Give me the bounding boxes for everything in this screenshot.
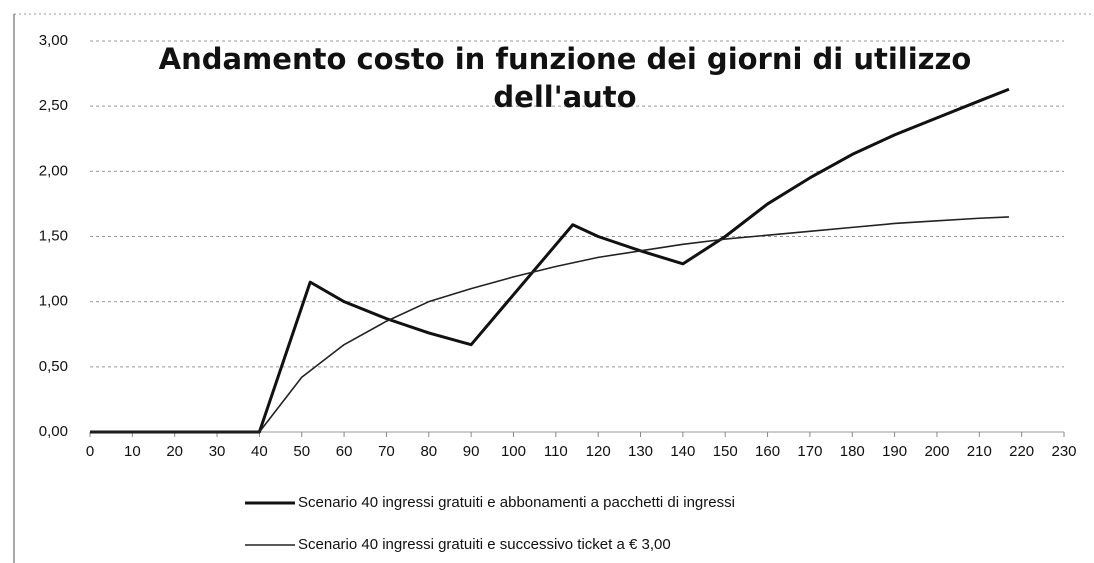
y-tick-label: 0,50 [39, 358, 68, 375]
y-tick-label: 1,00 [39, 293, 68, 310]
x-tick-label: 230 [1051, 443, 1076, 460]
legend-label: Scenario 40 ingressi gratuiti e successi… [298, 536, 671, 553]
chart-title: Andamento costo in funzione dei giorni d… [158, 42, 972, 114]
x-tick-label: 10 [124, 443, 141, 460]
x-tick-label: 200 [924, 443, 949, 460]
x-tick-label: 220 [1009, 443, 1034, 460]
x-tick-label: 60 [336, 443, 353, 460]
y-tick-label: 1,50 [39, 227, 68, 244]
x-tick-label: 100 [501, 443, 526, 460]
y-tick-label: 3,00 [39, 32, 68, 49]
x-tick-label: 110 [544, 443, 568, 460]
y-tick-label: 0,00 [39, 423, 68, 440]
x-tick-label: 80 [420, 443, 437, 460]
x-tick-label: 120 [586, 443, 611, 460]
series-line [90, 216, 1009, 433]
x-tick-label: 20 [166, 443, 183, 460]
x-tick-label: 140 [670, 443, 695, 460]
x-tick-label: 90 [463, 443, 480, 460]
x-tick-label: 160 [755, 443, 780, 460]
x-tick-label: 170 [797, 443, 822, 460]
y-tick-label: 2,00 [39, 162, 68, 179]
x-tick-label: 30 [209, 443, 226, 460]
y-tick-label: 2,50 [39, 97, 68, 114]
x-tick-label: 210 [967, 443, 992, 460]
x-tick-label: 150 [713, 443, 738, 460]
series-line [90, 87, 1010, 434]
x-tick-label: 40 [251, 443, 268, 460]
x-tick-label: 180 [840, 443, 865, 460]
legend-label: Scenario 40 ingressi gratuiti e abboname… [298, 494, 735, 511]
x-tick-label: 70 [378, 443, 395, 460]
x-tick-label: 0 [86, 443, 94, 460]
x-tick-label: 50 [293, 443, 310, 460]
x-tick-label: 130 [628, 443, 653, 460]
x-tick-label: 190 [882, 443, 907, 460]
